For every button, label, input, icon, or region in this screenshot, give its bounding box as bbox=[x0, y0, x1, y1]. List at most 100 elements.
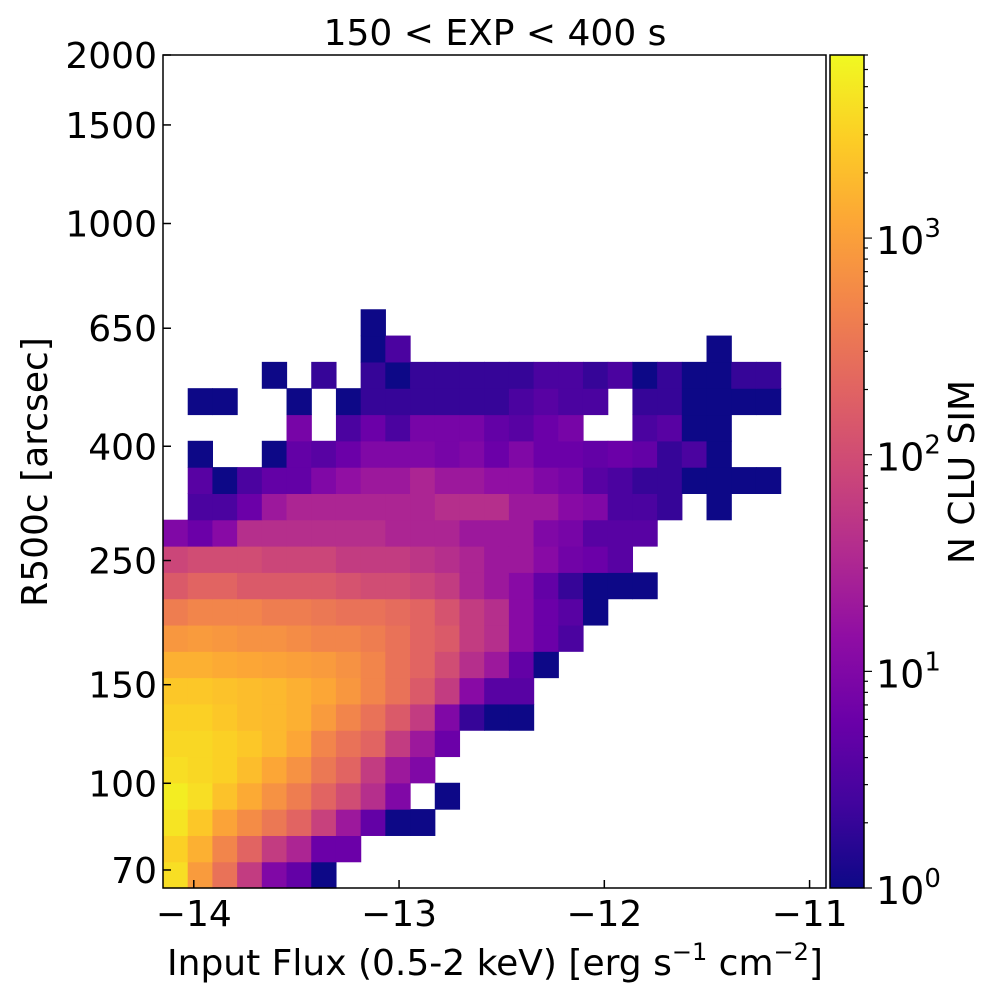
heatmap-cell bbox=[484, 414, 510, 442]
heatmap-cell bbox=[360, 361, 386, 389]
heatmap-cell bbox=[410, 467, 436, 494]
heatmap-cell bbox=[706, 335, 732, 363]
heatmap-cell bbox=[731, 388, 757, 416]
heatmap-cell bbox=[632, 388, 658, 416]
heatmap-cell bbox=[212, 493, 238, 521]
heatmap-cell bbox=[731, 467, 757, 494]
heatmap-cell bbox=[410, 440, 436, 468]
heatmap-cell bbox=[261, 572, 288, 600]
heatmap-cell bbox=[533, 546, 559, 573]
heatmap-cell bbox=[434, 361, 461, 389]
heatmap-cell bbox=[261, 677, 288, 705]
heatmap-cell bbox=[410, 493, 436, 521]
y-tick-label: 400 bbox=[88, 427, 157, 468]
heatmap-cell bbox=[261, 467, 288, 494]
heatmap-cell bbox=[163, 519, 189, 547]
heatmap-cell bbox=[311, 519, 337, 547]
heatmap-cell bbox=[484, 467, 510, 494]
heatmap-cell bbox=[459, 703, 485, 731]
heatmap-cell bbox=[212, 835, 238, 863]
heatmap-cell bbox=[410, 388, 436, 416]
heatmap-cell bbox=[410, 414, 436, 442]
heatmap-cell bbox=[163, 598, 189, 626]
heatmap-cell bbox=[484, 572, 510, 600]
heatmap-cell bbox=[261, 493, 288, 521]
heatmap-cell bbox=[755, 361, 782, 389]
heatmap-cell bbox=[607, 546, 634, 573]
x-axis-ticks: −14 −13 −12 −11 bbox=[156, 880, 848, 935]
heatmap-cell bbox=[582, 546, 609, 573]
heatmap-cell bbox=[311, 467, 337, 494]
heatmap-cell bbox=[237, 861, 263, 889]
heatmap-cell bbox=[607, 467, 634, 494]
colorbar-tick-label: 103 bbox=[876, 214, 941, 263]
heatmap-cell bbox=[582, 440, 609, 468]
heatmap-cell bbox=[508, 361, 535, 389]
heatmap-cell bbox=[163, 730, 189, 758]
heatmap-cell bbox=[582, 493, 609, 521]
heatmap-cell bbox=[335, 809, 362, 836]
heatmap-cell bbox=[261, 519, 288, 547]
heatmap-cell bbox=[163, 756, 189, 784]
heatmap-cell bbox=[385, 598, 411, 626]
y-tick-label: 1000 bbox=[65, 205, 157, 246]
heatmap-cell bbox=[163, 677, 189, 705]
y-tick-label: 150 bbox=[88, 666, 157, 707]
heatmap-cell bbox=[607, 519, 634, 547]
heatmap-cell bbox=[755, 388, 782, 416]
heatmap-cell bbox=[335, 519, 362, 547]
heatmap-cell bbox=[286, 598, 312, 626]
y-tick-label: 70 bbox=[111, 851, 157, 892]
y-axis-ticks: 70 100 150 250 400 650 1000 1500 2000 bbox=[65, 36, 171, 892]
heatmap-cell bbox=[261, 624, 288, 652]
heatmap-cell bbox=[632, 414, 658, 442]
heatmap-cell bbox=[385, 546, 411, 573]
heatmap-cell bbox=[385, 335, 411, 363]
heatmap-cell bbox=[261, 756, 288, 784]
heatmap-cell bbox=[187, 756, 213, 784]
heatmap-cell bbox=[508, 440, 535, 468]
heatmap-cell bbox=[335, 730, 362, 758]
heatmap-cell bbox=[385, 414, 411, 442]
heatmap-cell bbox=[681, 467, 708, 494]
heatmap-cell bbox=[508, 414, 535, 442]
heatmap-cell bbox=[286, 703, 312, 731]
heatmap-cell bbox=[237, 598, 263, 626]
heatmap-cell bbox=[335, 835, 362, 863]
heatmap-cell bbox=[484, 677, 510, 705]
heatmap-cell bbox=[582, 467, 609, 494]
heatmap-cell bbox=[508, 572, 535, 600]
heatmap-cell bbox=[484, 703, 510, 731]
heatmap-cell bbox=[212, 388, 238, 416]
heatmap-cell bbox=[459, 467, 485, 494]
heatmap-cell bbox=[360, 651, 386, 679]
heatmap-cell bbox=[459, 624, 485, 652]
heatmap-cell bbox=[558, 361, 584, 389]
heatmap-cell bbox=[237, 546, 263, 573]
heatmap-cell bbox=[632, 467, 658, 494]
heatmap-cell bbox=[187, 861, 213, 889]
heatmap-cell bbox=[335, 414, 362, 442]
heatmap-cell bbox=[484, 388, 510, 416]
heatmap-cell bbox=[385, 756, 411, 784]
heatmap-cell bbox=[237, 651, 263, 679]
heatmap-cell bbox=[187, 440, 213, 468]
heatmap-cell bbox=[335, 782, 362, 810]
heatmap-cell bbox=[558, 467, 584, 494]
heatmap-cell bbox=[706, 467, 732, 494]
heatmap-cell bbox=[484, 598, 510, 626]
heatmap-cell bbox=[163, 782, 189, 810]
heatmap-cell bbox=[237, 467, 263, 494]
heatmap-cell bbox=[212, 703, 238, 731]
heatmap-cell bbox=[410, 361, 436, 389]
heatmap-cell bbox=[459, 651, 485, 679]
heatmap-cell bbox=[434, 782, 461, 810]
heatmap-cell bbox=[286, 624, 312, 652]
heatmap-cell bbox=[286, 677, 312, 705]
heatmap-cell bbox=[187, 546, 213, 573]
heatmap-cell bbox=[163, 546, 189, 573]
heatmap-cell bbox=[187, 388, 213, 416]
heatmap-cell bbox=[434, 572, 461, 600]
heatmap-cell bbox=[360, 309, 386, 337]
